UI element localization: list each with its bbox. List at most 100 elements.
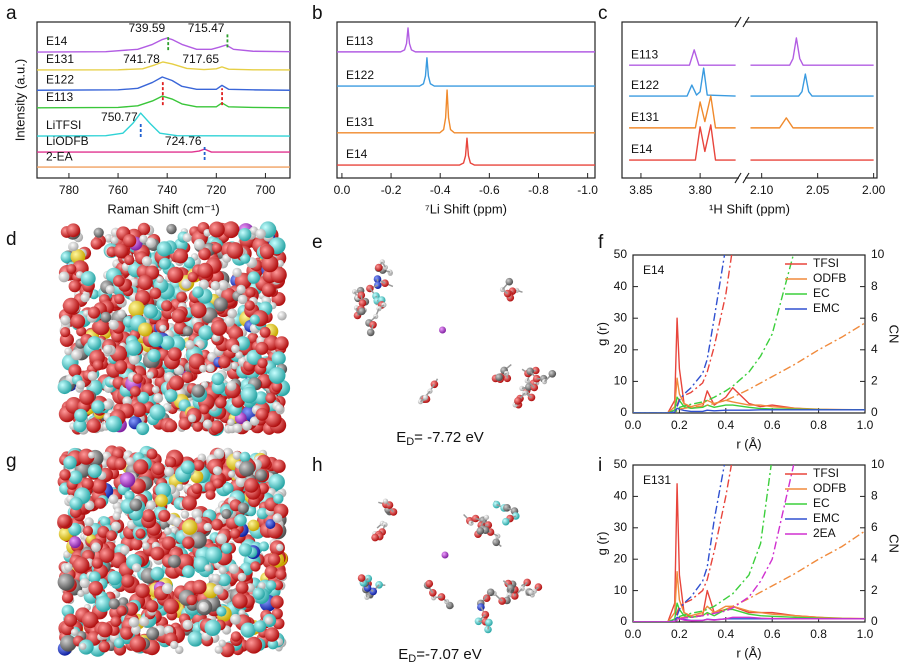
curve — [37, 37, 290, 53]
atom — [211, 573, 221, 583]
atom — [441, 551, 449, 559]
y-tick-label: 40 — [614, 279, 628, 293]
x-tick-label: 0.0 — [625, 418, 642, 432]
y-tick-label: 10 — [614, 583, 628, 597]
atom — [264, 565, 278, 579]
atom — [187, 631, 204, 647]
atom — [145, 600, 159, 613]
atom — [87, 306, 101, 319]
atom — [226, 380, 237, 391]
plot-frame — [336, 21, 596, 179]
y2-tick-label: 8 — [871, 279, 878, 293]
atom — [113, 275, 125, 287]
atom — [77, 589, 85, 598]
atom — [175, 645, 184, 655]
atom — [129, 386, 141, 397]
atom — [247, 519, 260, 532]
atom — [161, 536, 176, 551]
cn-curve — [633, 465, 772, 622]
atom — [132, 373, 143, 384]
atom — [97, 622, 113, 638]
curve — [37, 76, 290, 91]
atom — [366, 328, 375, 337]
atom — [108, 598, 120, 610]
curve — [37, 61, 290, 71]
atom — [197, 262, 213, 279]
curve — [337, 27, 595, 53]
atom — [228, 563, 239, 575]
atom — [108, 319, 119, 330]
x-tick-label: 720 — [206, 183, 226, 197]
atom — [81, 478, 94, 491]
atom — [91, 478, 107, 494]
atom — [237, 294, 248, 305]
atom — [93, 318, 110, 336]
atom — [150, 566, 165, 581]
atom — [192, 286, 204, 299]
atom — [495, 373, 503, 382]
atom — [262, 283, 275, 297]
atom — [72, 556, 90, 574]
atom — [232, 593, 248, 609]
series-label: E131 — [346, 115, 374, 129]
x-tick-label: 3.80 — [688, 183, 712, 197]
atom — [186, 594, 197, 606]
atom — [271, 351, 286, 366]
plot-frame — [621, 21, 878, 179]
atom — [181, 278, 192, 289]
x-tick-label: 0.0 — [334, 183, 351, 197]
x-tick-label: 0.4 — [717, 627, 734, 641]
plot-frame — [36, 21, 291, 179]
atom — [143, 304, 158, 319]
atom — [66, 223, 81, 238]
atom — [176, 291, 188, 303]
atom — [364, 594, 370, 600]
atom — [261, 255, 279, 273]
x-tick-label: 0.8 — [810, 418, 827, 432]
x-axis-label: r (Å) — [736, 645, 761, 660]
atom — [148, 332, 164, 347]
atom — [171, 309, 186, 324]
panel-label: d — [6, 229, 17, 250]
atom — [151, 385, 160, 394]
atom — [270, 266, 287, 283]
atom — [198, 247, 211, 261]
y2-tick-label: 8 — [871, 489, 878, 503]
atom — [249, 314, 260, 325]
legend-label: EMC — [813, 301, 840, 315]
atom — [114, 360, 128, 373]
atom — [68, 364, 82, 378]
atom — [259, 326, 271, 338]
subscript: D — [406, 436, 414, 448]
atom — [60, 251, 73, 264]
atom — [63, 550, 71, 559]
atom — [121, 574, 135, 588]
peak-label: 739.59 — [128, 21, 165, 35]
atom — [221, 542, 233, 554]
cn-curve — [633, 255, 795, 413]
panel-label: f — [598, 232, 604, 253]
atom — [167, 266, 184, 283]
series-label: E14 — [346, 147, 368, 161]
x-axis-label: ¹H Shift (ppm) — [709, 201, 790, 216]
x-tick-label: -0.4 — [430, 183, 451, 197]
axis-break-mark — [742, 172, 750, 184]
atom — [86, 418, 101, 433]
atom — [60, 327, 71, 338]
atom — [238, 461, 255, 477]
series-label: E122 — [46, 72, 74, 86]
atom — [218, 639, 226, 647]
x-tick-label: 0.4 — [717, 418, 734, 432]
atom — [80, 271, 96, 286]
y2-tick-label: 2 — [871, 374, 878, 388]
series-label: E113 — [631, 47, 658, 61]
atom — [69, 536, 82, 549]
atom — [64, 562, 73, 572]
atom — [275, 569, 287, 580]
atom — [60, 315, 71, 326]
atom — [135, 528, 146, 539]
atom — [232, 267, 242, 278]
atom — [430, 380, 439, 389]
atom — [230, 631, 242, 642]
atom — [139, 616, 150, 627]
